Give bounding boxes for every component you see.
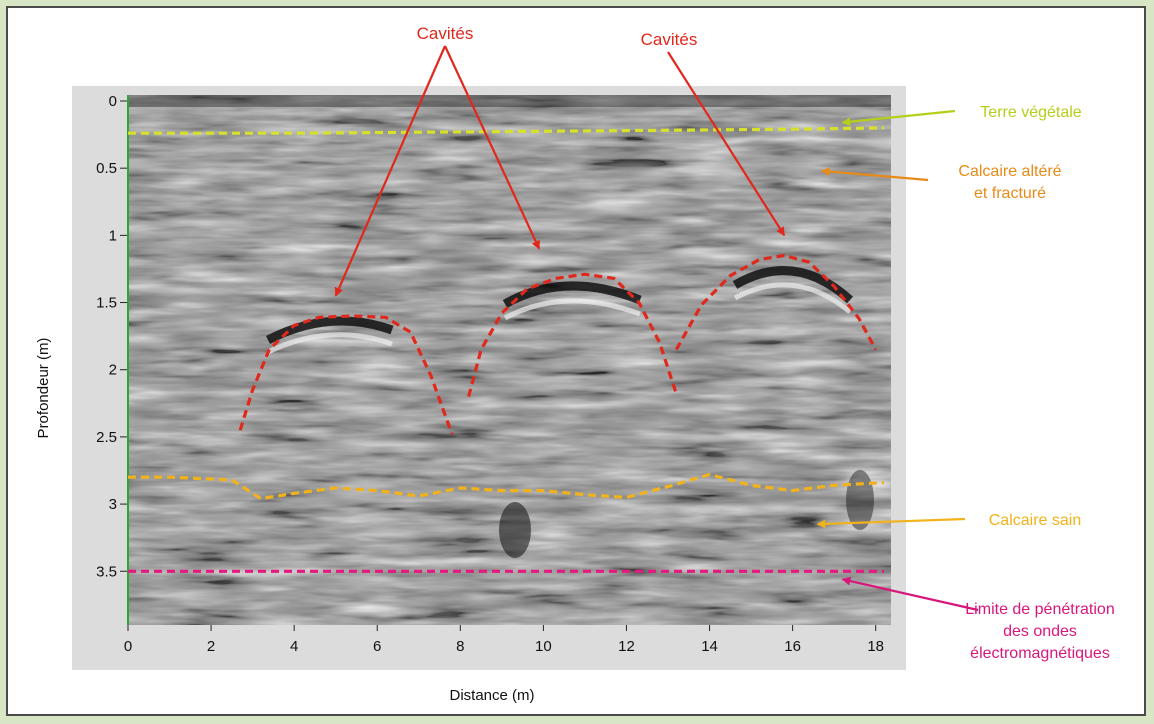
des-ondes-label: des ondes [1003,623,1077,640]
cavity-outline-1 [238,314,454,435]
et-fracture-label: et fracturé [974,185,1046,202]
y-tick-label: 0 [109,93,117,110]
x-tick-label: 6 [373,638,381,655]
x-tick-label: 4 [290,638,298,655]
cavites-arrow-2 [444,45,541,250]
y-tick-label: 1.5 [96,295,117,312]
x-tick-label: 10 [535,638,552,655]
calcaire-sain-arrow [816,517,966,529]
x-tick-label: 18 [867,638,884,655]
cavity-outline-2 [467,272,678,398]
y-axis-label: Profondeur (m) [35,338,52,439]
terre-vegetale-arrow [841,109,956,127]
y-tick-label: 2.5 [96,429,117,446]
topsoil-boundary-line [128,126,885,135]
cavity-outline-3 [674,253,878,351]
x-tick-label: 2 [207,638,215,655]
y-tick-label: 2 [109,362,117,379]
y-tick-label: 0.5 [96,160,117,177]
limite-penetration-arrow [841,576,979,612]
y-tick-label: 3 [109,496,117,513]
x-tick-label: 16 [784,638,801,655]
y-tick-label: 3.5 [96,563,117,580]
terre-vegetale-label: Terre végétale [980,104,1081,121]
cavites-arrow-3 [667,51,786,237]
cavites-label-left: Cavités [417,24,474,43]
cavites-label-right: Cavités [641,30,698,49]
radargram-image [127,95,891,625]
x-tick-label: 0 [124,638,132,655]
y-tick-label: 1 [109,227,117,244]
cavites-arrow-1 [334,45,447,297]
calcaire-altere-label: Calcaire altéré [958,163,1061,180]
x-tick-label: 14 [701,638,718,655]
x-axis-label: Distance (m) [449,687,534,704]
limite-penetration-label: Limite de pénétration [965,601,1114,618]
x-tick-label: 8 [456,638,464,655]
electromagnetiques-label: électromagnétiques [970,645,1110,662]
calcaire-sain-label: Calcaire sain [989,512,1081,529]
calcaire-altere-arrow [820,167,929,182]
x-tick-label: 12 [618,638,635,655]
sound-limestone-boundary-line [128,472,885,501]
